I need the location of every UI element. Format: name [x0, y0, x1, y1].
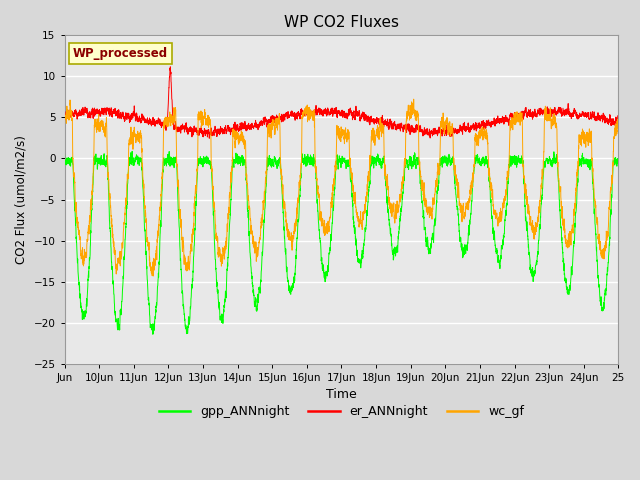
X-axis label: Time: Time [326, 388, 357, 401]
Title: WP CO2 Fluxes: WP CO2 Fluxes [284, 15, 399, 30]
Y-axis label: CO2 Flux (umol/m2/s): CO2 Flux (umol/m2/s) [15, 135, 28, 264]
Legend: gpp_ANNnight, er_ANNnight, wc_gf: gpp_ANNnight, er_ANNnight, wc_gf [154, 400, 529, 423]
Text: WP_processed: WP_processed [73, 47, 168, 60]
